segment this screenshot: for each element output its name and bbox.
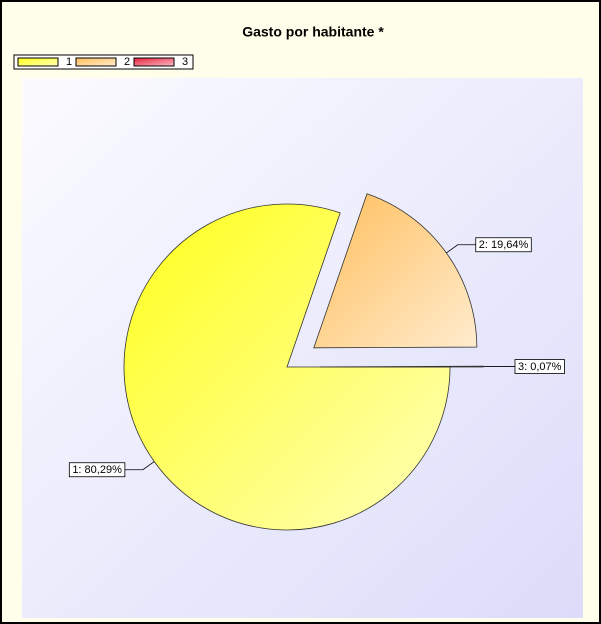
- chart-title: Gasto por habitante *: [242, 24, 384, 40]
- leader-line: [124, 461, 155, 471]
- pie-slice: [319, 365, 484, 368]
- data-label: 2: 19,64%: [479, 239, 529, 251]
- legend-swatch: [17, 57, 59, 67]
- data-label: 3: 0,07%: [518, 361, 562, 373]
- data-label-box: [475, 237, 532, 253]
- plot-area: [22, 78, 583, 618]
- data-label: 1: 80,29%: [72, 464, 122, 476]
- data-label-box: [514, 359, 565, 374]
- legend-label: 3: [182, 56, 188, 68]
- leader-line: [446, 244, 476, 254]
- legend-swatch: [75, 57, 117, 67]
- data-label-box: [68, 462, 126, 478]
- legend-label: 1: [66, 56, 72, 68]
- pie-slice: [313, 193, 478, 349]
- legend-label: 2: [124, 56, 130, 68]
- pie-slice: [123, 203, 451, 531]
- legend-swatch: [133, 57, 175, 67]
